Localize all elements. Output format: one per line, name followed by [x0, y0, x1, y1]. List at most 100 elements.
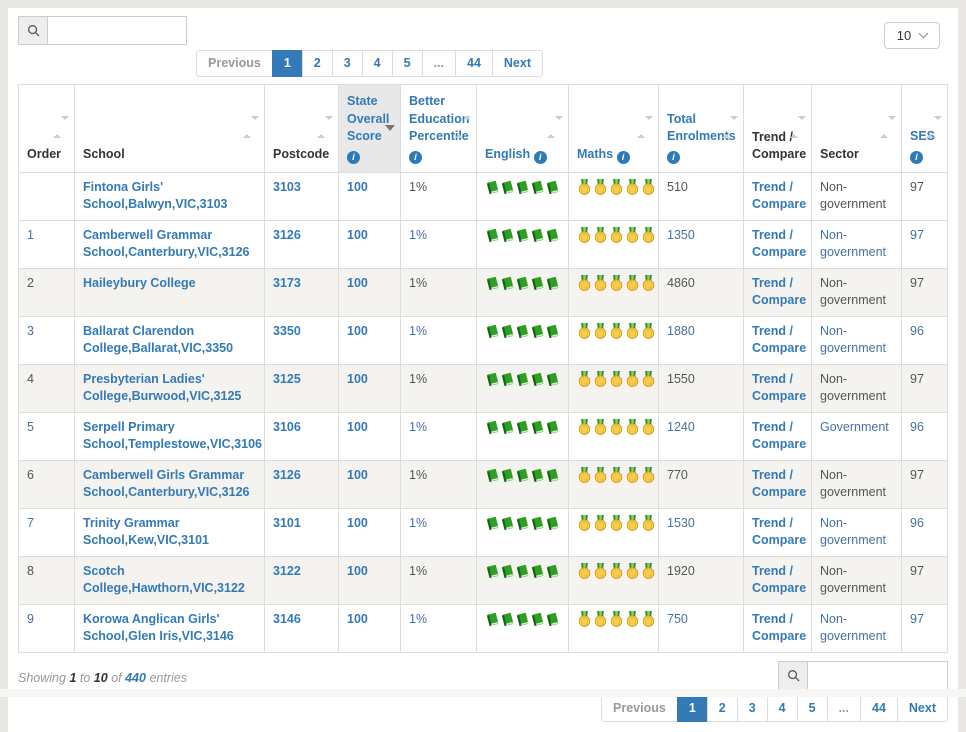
info-icon[interactable]: i: [616, 150, 630, 164]
page-button-3[interactable]: 3: [331, 50, 363, 77]
postcode-link[interactable]: 3101: [273, 515, 301, 530]
info-icon[interactable]: i: [347, 150, 360, 164]
column-header[interactable]: Better Education Percentile i: [400, 84, 477, 173]
score-link[interactable]: 100: [347, 323, 368, 338]
postcode-link[interactable]: 3146: [273, 611, 301, 626]
column-header[interactable]: English i: [476, 84, 569, 173]
column-header-label: Total Enrolments: [667, 111, 736, 144]
column-header[interactable]: Total Enrolments i: [658, 84, 744, 173]
score-link[interactable]: 100: [347, 467, 368, 482]
page-size-value: 10: [896, 28, 912, 43]
trend-compare-link[interactable]: Trend / Compare: [752, 419, 807, 452]
score-link[interactable]: 100: [347, 227, 368, 242]
column-header[interactable]: SES i: [901, 84, 948, 173]
page-button-2[interactable]: 2: [706, 694, 738, 722]
trend-compare-link[interactable]: Trend / Compare: [752, 611, 807, 644]
school-link[interactable]: Fintona Girls' School,Balwyn,VIC,3103: [83, 179, 228, 212]
table-row: 3 Ballarat Clarendon College,Ballarat,VI…: [18, 315, 948, 365]
green-book-icon: [501, 276, 514, 290]
column-header[interactable]: Postcode: [264, 84, 339, 173]
column-header[interactable]: Order: [18, 84, 75, 173]
trend-compare-link[interactable]: Trend / Compare: [752, 515, 807, 548]
score-link[interactable]: 100: [347, 419, 368, 434]
school-link[interactable]: Trinity Grammar School,Kew,VIC,3101: [83, 515, 209, 548]
page-button-4[interactable]: 4: [361, 50, 393, 77]
page-size-select[interactable]: 10: [884, 22, 940, 49]
page-button-4[interactable]: 4: [766, 694, 798, 722]
school-link[interactable]: Korowa Anglican Girls' School,Glen Iris,…: [83, 611, 234, 644]
trend-compare-link[interactable]: Trend / Compare: [752, 275, 807, 308]
trend-compare-link[interactable]: Trend / Compare: [752, 563, 807, 596]
page-button-next[interactable]: Next: [896, 694, 948, 722]
page-button-5[interactable]: 5: [796, 694, 828, 722]
postcode-link[interactable]: 3350: [273, 323, 301, 338]
green-book-icon: [546, 180, 559, 194]
search-icon[interactable]: [778, 660, 807, 690]
score-link[interactable]: 100: [347, 563, 368, 578]
column-header[interactable]: Trend / Compare: [743, 84, 812, 173]
info-icon[interactable]: i: [910, 150, 923, 164]
score-link[interactable]: 100: [347, 515, 368, 530]
page-button-44[interactable]: 44: [455, 50, 493, 77]
english-rating: [476, 555, 569, 605]
info-icon[interactable]: i: [409, 150, 422, 164]
postcode-link[interactable]: 3122: [273, 563, 301, 578]
score-link[interactable]: 100: [347, 371, 368, 386]
page-button-previous[interactable]: Previous: [601, 694, 678, 722]
english-rating: [476, 315, 569, 365]
page-button-44[interactable]: 44: [860, 694, 898, 722]
page-button-1[interactable]: 1: [271, 50, 303, 77]
trend-compare-link[interactable]: Trend / Compare: [752, 227, 807, 260]
search-icon[interactable]: [18, 16, 47, 45]
postcode-link[interactable]: 3173: [273, 275, 301, 290]
trend-compare-link[interactable]: Trend / Compare: [752, 371, 807, 404]
postcode-link[interactable]: 3126: [273, 227, 301, 242]
ses-cell: 96: [901, 411, 948, 461]
sort-icon: [722, 116, 738, 139]
page-button-1[interactable]: 1: [676, 694, 708, 722]
column-header[interactable]: Maths i: [568, 84, 659, 173]
page-ellipsis: ...: [826, 694, 861, 722]
maths-rating: [568, 267, 659, 317]
trend-compare-link[interactable]: Trend / Compare: [752, 323, 807, 356]
trend-compare-link[interactable]: Trend / Compare: [752, 467, 807, 500]
info-icon[interactable]: i: [667, 150, 680, 164]
medal-icon: [578, 371, 591, 388]
school-link[interactable]: Camberwell Grammar School,Canterbury,VIC…: [83, 227, 250, 260]
english-rating: [476, 459, 569, 509]
medal-icon: [626, 179, 639, 196]
postcode-link[interactable]: 3103: [273, 179, 301, 194]
column-header[interactable]: Sector: [811, 84, 902, 173]
sector-cell: Non-government: [811, 603, 902, 653]
postcode-link[interactable]: 3126: [273, 467, 301, 482]
trend-compare-link[interactable]: Trend / Compare: [752, 179, 807, 212]
maths-rating: [568, 603, 659, 653]
column-header-label: SES: [910, 129, 936, 143]
school-link[interactable]: Presbyterian Ladies' College,Burwood,VIC…: [83, 371, 242, 404]
school-link[interactable]: Serpell Primary School,Templestowe,VIC,3…: [83, 419, 262, 452]
column-header[interactable]: School: [74, 84, 265, 173]
enrolments-cell: 750: [658, 603, 744, 653]
green-book-icon: [516, 564, 529, 578]
score-link[interactable]: 100: [347, 179, 368, 194]
search-input-bottom[interactable]: [807, 660, 948, 690]
score-link[interactable]: 100: [347, 275, 368, 290]
school-link[interactable]: Haileybury College: [83, 275, 196, 290]
search-input-top[interactable]: [47, 16, 187, 45]
school-link[interactable]: Ballarat Clarendon College,Ballarat,VIC,…: [83, 323, 234, 356]
page-button-previous[interactable]: Previous: [196, 50, 273, 77]
school-link[interactable]: Camberwell Girls Grammar School,Canterbu…: [83, 467, 250, 500]
column-header[interactable]: State Overall Score i: [338, 84, 401, 173]
page-button-3[interactable]: 3: [736, 694, 768, 722]
page-button-5[interactable]: 5: [391, 50, 423, 77]
english-rating: [476, 267, 569, 317]
medal-icon: [578, 227, 591, 244]
page-button-next[interactable]: Next: [491, 50, 543, 77]
postcode-link[interactable]: 3106: [273, 419, 301, 434]
page-button-2[interactable]: 2: [301, 50, 333, 77]
postcode-link[interactable]: 3125: [273, 371, 301, 386]
info-icon[interactable]: i: [533, 150, 547, 164]
score-link[interactable]: 100: [347, 611, 368, 626]
top-toolbar: 10: [18, 16, 948, 49]
school-link[interactable]: Scotch College,Hawthorn,VIC,3122: [83, 563, 245, 596]
